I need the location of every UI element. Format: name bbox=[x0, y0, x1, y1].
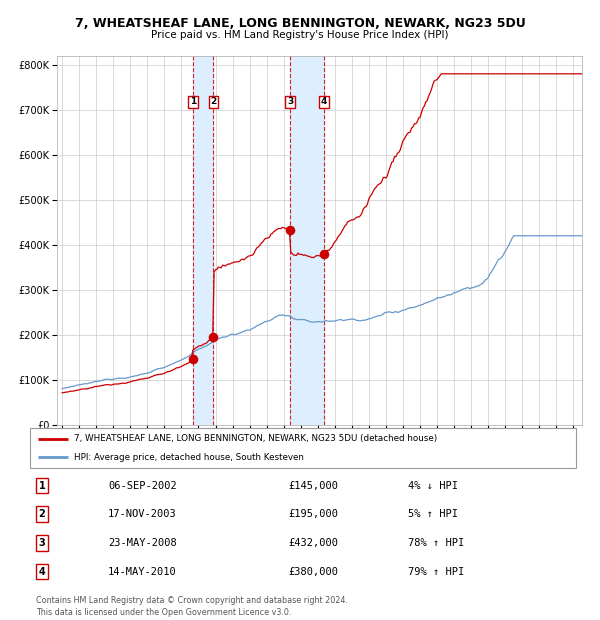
Text: £195,000: £195,000 bbox=[288, 509, 338, 519]
Text: 7, WHEATSHEAF LANE, LONG BENNINGTON, NEWARK, NG23 5DU: 7, WHEATSHEAF LANE, LONG BENNINGTON, NEW… bbox=[74, 17, 526, 30]
Text: £145,000: £145,000 bbox=[288, 480, 338, 490]
Text: 7, WHEATSHEAF LANE, LONG BENNINGTON, NEWARK, NG23 5DU (detached house): 7, WHEATSHEAF LANE, LONG BENNINGTON, NEW… bbox=[74, 434, 437, 443]
Text: 4: 4 bbox=[38, 567, 46, 577]
Text: 4: 4 bbox=[321, 97, 327, 107]
Bar bbox=[290, 56, 324, 425]
Text: 3: 3 bbox=[38, 538, 46, 548]
Text: 5% ↑ HPI: 5% ↑ HPI bbox=[408, 509, 458, 519]
Text: £432,000: £432,000 bbox=[288, 538, 338, 548]
Text: 14-MAY-2010: 14-MAY-2010 bbox=[108, 567, 177, 577]
Text: 1: 1 bbox=[190, 97, 196, 107]
Text: £380,000: £380,000 bbox=[288, 567, 338, 577]
Text: 78% ↑ HPI: 78% ↑ HPI bbox=[408, 538, 464, 548]
Text: 2: 2 bbox=[211, 97, 217, 107]
Text: 79% ↑ HPI: 79% ↑ HPI bbox=[408, 567, 464, 577]
Point bbox=[188, 355, 198, 365]
Text: 06-SEP-2002: 06-SEP-2002 bbox=[108, 480, 177, 490]
Text: 17-NOV-2003: 17-NOV-2003 bbox=[108, 509, 177, 519]
FancyBboxPatch shape bbox=[30, 428, 576, 468]
Bar bbox=[193, 56, 214, 425]
Text: 2: 2 bbox=[38, 509, 46, 519]
Text: Price paid vs. HM Land Registry's House Price Index (HPI): Price paid vs. HM Land Registry's House … bbox=[151, 30, 449, 40]
Text: This data is licensed under the Open Government Licence v3.0.: This data is licensed under the Open Gov… bbox=[36, 608, 292, 617]
Text: 3: 3 bbox=[287, 97, 293, 107]
Text: HPI: Average price, detached house, South Kesteven: HPI: Average price, detached house, Sout… bbox=[74, 453, 304, 462]
Text: 1: 1 bbox=[38, 480, 46, 490]
Point bbox=[286, 226, 295, 236]
Point bbox=[319, 249, 329, 259]
Text: 23-MAY-2008: 23-MAY-2008 bbox=[108, 538, 177, 548]
Text: 4% ↓ HPI: 4% ↓ HPI bbox=[408, 480, 458, 490]
Point bbox=[209, 332, 218, 342]
Text: Contains HM Land Registry data © Crown copyright and database right 2024.: Contains HM Land Registry data © Crown c… bbox=[36, 596, 348, 606]
